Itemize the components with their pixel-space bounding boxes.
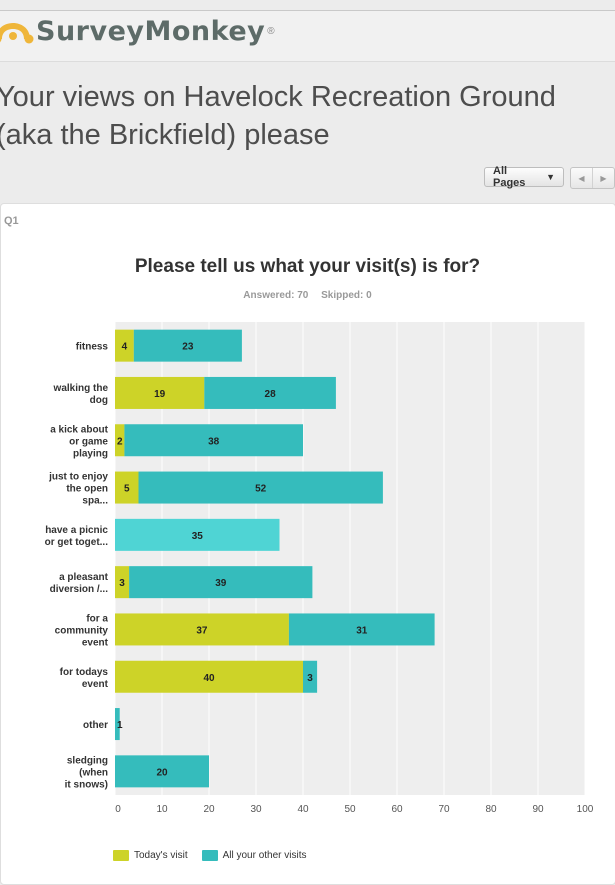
monkey-logo-icon — [0, 23, 34, 44]
bar-today-visit — [115, 329, 134, 362]
category-label: just to enjoy — [48, 472, 108, 483]
category-label: fitness — [76, 342, 109, 353]
bar-value-label: 5 — [124, 484, 130, 495]
bar-today-visit — [115, 566, 130, 599]
bar-value-label: 23 — [182, 342, 194, 353]
category-label: a pleasant — [59, 572, 109, 583]
registered-mark: ® — [267, 25, 275, 37]
bar-value-label: 39 — [215, 578, 227, 589]
category-label: community — [55, 625, 109, 636]
header-bar — [0, 11, 615, 62]
bar-value-label: 3 — [307, 673, 313, 684]
bar-value-label: 28 — [265, 389, 277, 400]
legend-label-today: Today's visit — [134, 850, 188, 861]
prev-next-buttons: ◀ ▶ — [570, 167, 615, 189]
caret-down-icon: ▼ — [546, 172, 555, 182]
x-tick-label-50: 50 — [344, 804, 356, 815]
bar-other-visits — [138, 471, 383, 504]
bar-other-visits — [115, 708, 120, 741]
legend-label-other: All your other visits — [222, 850, 307, 861]
legend-swatch-today — [113, 850, 129, 861]
chevron-left-icon[interactable]: ◀ — [578, 173, 585, 183]
bar-value-label: 37 — [196, 625, 208, 636]
category-label: for a — [86, 613, 108, 624]
bar-today-visit — [115, 660, 303, 693]
category-label: or get toget... — [45, 537, 109, 548]
x-tick-label-80: 80 — [485, 804, 497, 815]
x-tick-label-90: 90 — [532, 804, 544, 815]
bar-today-visit — [115, 376, 205, 409]
category-label: other — [83, 720, 108, 731]
chart-legend: Today's visit All your other visits — [113, 850, 321, 861]
response-counts: Answered: 70 Skipped: 0 — [0, 290, 615, 301]
x-tick-label-30: 30 — [250, 804, 262, 815]
category-label: or game — [69, 436, 108, 447]
pages-dropdown[interactable]: All Pages ▼ — [484, 165, 564, 189]
bar-value-label: 40 — [203, 673, 215, 684]
bar-value-label: 3 — [119, 578, 125, 589]
bar-other-visits — [133, 329, 242, 362]
category-label: event — [82, 679, 109, 690]
question-number: Q1 — [4, 215, 19, 227]
bar-today-visit — [115, 424, 125, 457]
survey-title: Your views on Havelock Recreation Ground… — [0, 81, 556, 151]
pages-dropdown-label: All Pages — [493, 165, 526, 189]
x-tick-label-10: 10 — [156, 804, 168, 815]
bar-other-visits — [124, 424, 304, 457]
legend-item-today[interactable]: Today's visit — [113, 850, 188, 861]
brand-name: SurveyMonkey — [36, 15, 266, 47]
bar-today-visit — [115, 613, 289, 646]
bar-value-label: 52 — [255, 484, 267, 495]
skipped-count: Skipped: 0 — [321, 290, 372, 301]
bar-other-visits — [115, 755, 209, 788]
bar-value-label: 31 — [356, 625, 368, 636]
bar-value-label: 4 — [122, 342, 128, 353]
legend-swatch-other — [201, 850, 218, 861]
category-label: have a picnic — [45, 525, 108, 536]
chart-title: Please tell us what your visit(s) is for… — [134, 256, 481, 277]
answered-count: Answered: 70 — [243, 290, 309, 301]
x-tick-label-100: 100 — [577, 804, 594, 815]
x-tick-label-70: 70 — [438, 804, 450, 815]
bar-value-label: 35 — [192, 531, 204, 542]
bar-other-visits — [204, 376, 336, 409]
bar-value-label: 2 — [117, 436, 123, 447]
bar-value-label: 20 — [156, 767, 168, 778]
top-border — [0, 10, 615, 11]
page-navigation: All Pages ▼ ◀ ▶ — [484, 165, 615, 189]
bar-other-visits — [129, 566, 313, 599]
bar-today-visit — [115, 471, 139, 504]
category-label: event — [82, 637, 109, 648]
surveymonkey-logo[interactable]: SurveyMonkey ® — [0, 15, 275, 47]
bar-value-label: 19 — [154, 389, 166, 400]
x-tick-label-0: 0 — [115, 804, 121, 815]
bar-value-label: 38 — [208, 436, 220, 447]
x-tick-label-40: 40 — [297, 804, 309, 815]
category-label: (when — [79, 767, 108, 778]
category-label: sledging — [67, 755, 108, 766]
category-label: the open — [66, 484, 108, 495]
x-tick-label-20: 20 — [203, 804, 215, 815]
x-tick-label-60: 60 — [391, 804, 403, 815]
bar-other-visits — [115, 518, 280, 551]
bar-value-label: 1 — [117, 720, 123, 731]
category-label: it snows) — [65, 779, 108, 790]
category-label: for todays — [60, 667, 109, 678]
category-label: a kick about — [50, 424, 108, 435]
category-label: diversion /... — [50, 584, 109, 595]
category-label: walking the — [53, 383, 109, 394]
chevron-right-icon[interactable]: ▶ — [592, 168, 614, 188]
bar-other-visits — [303, 660, 318, 693]
legend-item-other[interactable]: All your other visits — [201, 850, 307, 861]
category-label: spa... — [82, 496, 108, 507]
category-label: dog — [90, 395, 108, 406]
bar-other-visits — [288, 613, 435, 646]
category-label: playing — [73, 448, 108, 459]
